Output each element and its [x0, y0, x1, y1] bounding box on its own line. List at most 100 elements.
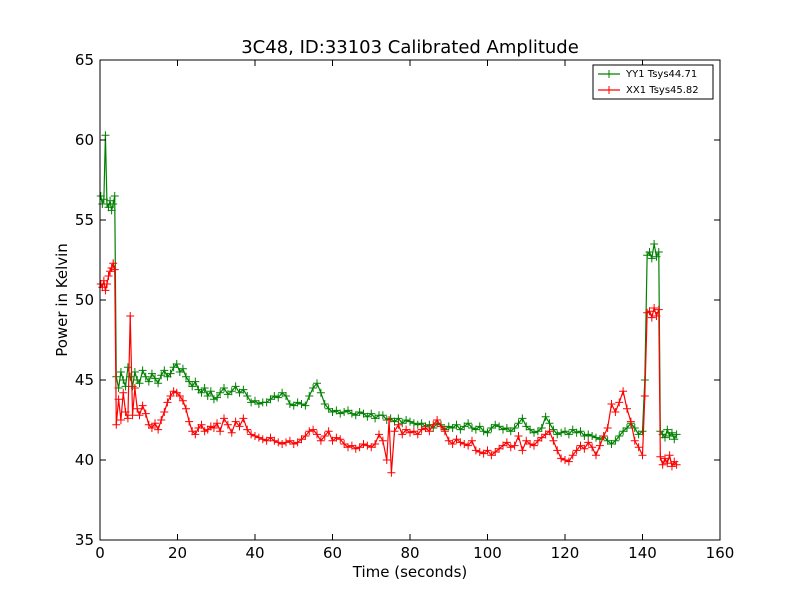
y-tick-label-45: 45 [75, 371, 94, 389]
data-point-0-83 [359, 409, 368, 418]
data-point-0-35 [182, 372, 191, 381]
data-point-1-22 [141, 409, 150, 418]
data-point-1-75 [328, 436, 337, 445]
data-point-1-156 [638, 451, 647, 460]
data-point-0-129 [537, 424, 546, 432]
x-tick-label-20: 20 [168, 544, 187, 562]
data-point-1-160 [647, 313, 656, 322]
data-point-1-88 [378, 436, 387, 445]
data-point-1-53 [243, 425, 252, 434]
data-point-1-66 [293, 438, 302, 447]
data-point-0-52 [239, 385, 248, 394]
data-point-0-86 [371, 414, 380, 423]
data-point-1-78 [340, 440, 349, 448]
data-point-1-64 [285, 436, 294, 445]
data-point-0-28 [160, 366, 169, 375]
data-point-0-143 [592, 433, 600, 442]
data-point-0-107 [452, 420, 461, 429]
data-point-1-6 [106, 267, 115, 276]
data-point-0-110 [464, 419, 473, 428]
data-point-1-50 [231, 417, 240, 426]
data-point-0-12 [116, 368, 125, 376]
data-point-0-61 [274, 393, 283, 402]
data-point-0-84 [363, 412, 372, 421]
data-point-0-88 [378, 411, 387, 420]
data-point-0-51 [235, 388, 244, 397]
data-point-0-95 [406, 417, 414, 426]
data-point-1-10 [112, 420, 121, 429]
data-point-1-130 [537, 433, 546, 442]
data-point-0-149 [615, 432, 624, 440]
data-point-1-127 [526, 440, 535, 448]
data-point-1-143 [588, 443, 597, 452]
data-point-1-106 [444, 436, 453, 445]
data-point-1-116 [483, 446, 492, 455]
data-point-0-148 [611, 436, 620, 445]
data-point-0-96 [409, 419, 418, 428]
data-point-0-67 [297, 400, 306, 408]
legend-entry-yy1: YY1 Tsys44.71 [598, 69, 697, 80]
data-point-0-2 [99, 195, 108, 204]
data-point-1-55 [251, 432, 259, 440]
y-tick-label-55: 55 [75, 211, 94, 229]
data-point-1-145 [595, 441, 604, 450]
data-point-1-45 [213, 419, 222, 428]
data-point-0-41 [200, 384, 209, 392]
data-point-1-167 [663, 459, 672, 468]
data-point-1-105 [440, 427, 449, 436]
data-point-0-91 [390, 417, 399, 426]
data-point-1-25 [151, 419, 160, 428]
data-point-0-26 [154, 379, 163, 388]
data-point-0-3 [101, 131, 110, 140]
data-point-0-123 [514, 419, 523, 428]
data-point-0-128 [533, 427, 542, 436]
data-point-1-151 [619, 387, 628, 396]
data-point-1-86 [371, 440, 380, 448]
y-tick-label-65: 65 [75, 51, 94, 69]
data-point-0-94 [402, 416, 411, 424]
data-point-1-171 [672, 460, 681, 469]
data-point-0-169 [670, 435, 679, 444]
legend-entry-xx1: XX1 Tsys45.82 [598, 85, 699, 96]
data-point-0-63 [282, 392, 290, 400]
data-point-1-104 [437, 422, 445, 431]
data-point-0-25 [151, 374, 160, 383]
x-tick-label-0: 0 [95, 544, 105, 562]
data-point-0-50 [231, 382, 240, 391]
data-point-1-63 [282, 438, 290, 447]
data-point-1-84 [363, 441, 372, 450]
data-point-0-8 [109, 200, 118, 208]
legend: YY1 Tsys44.71 XX1 Tsys45.82 [592, 64, 714, 100]
data-point-1-48 [223, 420, 232, 429]
data-point-1-91 [387, 468, 396, 477]
data-point-0-154 [634, 430, 643, 439]
data-point-1-163 [654, 305, 663, 314]
data-point-0-147 [607, 440, 616, 448]
data-point-0-71 [313, 379, 321, 388]
data-point-0-54 [247, 398, 256, 407]
data-point-0-24 [147, 369, 156, 378]
data-point-1-110 [460, 440, 469, 448]
data-point-1-82 [355, 443, 364, 452]
series-layer [96, 131, 681, 477]
data-point-1-155 [634, 443, 643, 452]
data-point-1-118 [491, 448, 500, 456]
data-point-0-62 [278, 388, 287, 397]
plot-area [96, 59, 721, 541]
data-point-1-164 [656, 452, 665, 461]
data-point-0-117 [491, 420, 500, 429]
data-point-0-150 [619, 427, 628, 436]
data-point-0-108 [456, 425, 465, 434]
x-axis-title: Time (seconds) [352, 563, 468, 581]
data-point-0-47 [220, 384, 228, 392]
x-tick-label-60: 60 [323, 544, 342, 562]
data-point-1-9 [110, 265, 119, 274]
data-point-1-111 [464, 441, 473, 450]
data-point-0-42 [203, 392, 212, 400]
data-point-1-139 [572, 446, 581, 455]
data-point-1-74 [324, 427, 333, 436]
data-point-1-137 [564, 457, 573, 466]
series-0 [96, 131, 681, 448]
data-point-0-122 [510, 424, 519, 432]
data-point-1-12 [116, 416, 125, 424]
